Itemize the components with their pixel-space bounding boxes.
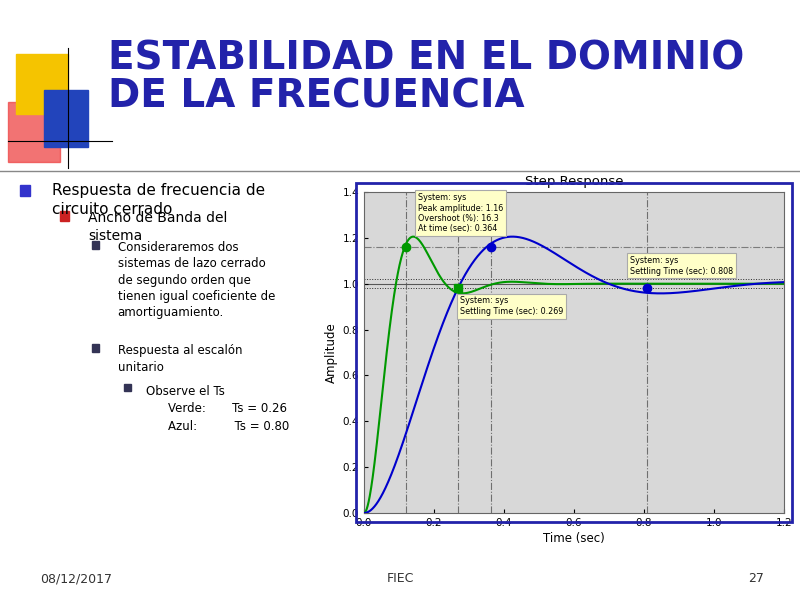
Text: System: sys
Settling Time (sec): 0.269: System: sys Settling Time (sec): 0.269 [460, 296, 564, 316]
X-axis label: Time (sec): Time (sec) [543, 532, 605, 545]
Text: Consideraremos dos
sistemas de lazo cerrado
de segundo orden que
tienen igual co: Consideraremos dos sistemas de lazo cerr… [118, 241, 275, 319]
Y-axis label: Amplitude: Amplitude [326, 322, 338, 383]
Text: FIEC: FIEC [386, 572, 414, 585]
Text: 27: 27 [748, 572, 764, 585]
Text: Observe el Ts: Observe el Ts [146, 385, 226, 398]
Text: ESTABILIDAD EN EL DOMINIO: ESTABILIDAD EN EL DOMINIO [108, 39, 744, 77]
Text: Verde:       Ts = 0.26: Verde: Ts = 0.26 [168, 402, 287, 415]
Text: 08/12/2017: 08/12/2017 [40, 572, 112, 585]
Text: Azul:          Ts = 0.80: Azul: Ts = 0.80 [168, 420, 290, 433]
Text: Ancho de Banda del
sistema: Ancho de Banda del sistema [88, 211, 227, 243]
Text: System: sys
Settling Time (sec): 0.808: System: sys Settling Time (sec): 0.808 [630, 256, 733, 275]
Text: Respuesta al escalón
unitario: Respuesta al escalón unitario [118, 344, 242, 374]
Text: DE LA FRECUENCIA: DE LA FRECUENCIA [108, 78, 525, 116]
Text: System: sys
Peak amplitude: 1.16
Overshoot (%): 16.3
At time (sec): 0.364: System: sys Peak amplitude: 1.16 Oversho… [418, 193, 503, 233]
Title: Step Response: Step Response [525, 175, 623, 188]
Text: Respuesta de frecuencia de
circuito cerrado: Respuesta de frecuencia de circuito cerr… [52, 183, 265, 217]
